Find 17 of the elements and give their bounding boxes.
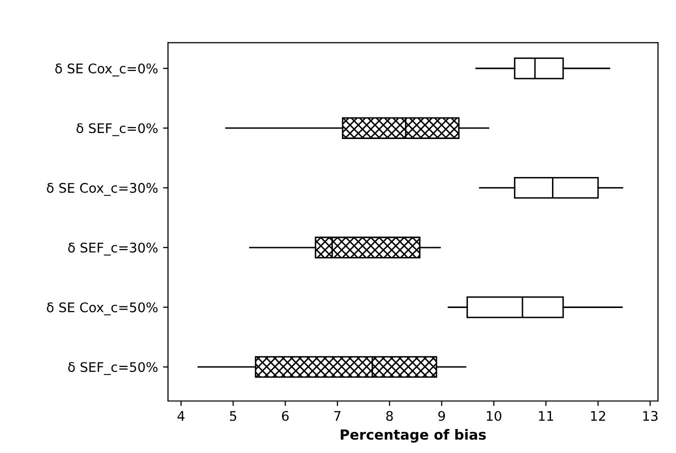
y-tick-label: δ SEF_c=30% [68,242,158,256]
x-tick-label: 13 [643,410,658,421]
y-tick-label: δ SE Cox_c=30% [46,182,158,196]
x-tick-label: 4 [177,411,184,421]
x-tick-label: 5 [230,411,236,421]
y-tick-label: δ SE Cox_c=50% [46,302,158,316]
y-tick-label: δ SEF_c=0% [76,123,158,136]
x-tick-label: 10 [486,410,502,421]
x-tick-label: 8 [386,410,393,421]
x-tick-label: 9 [438,410,445,421]
x-tick-label: 7 [334,411,340,421]
x-axis-title: Percentage of bias [340,429,486,443]
x-tick-label: 12 [591,410,606,421]
y-tick-label: δ SEF_c=50% [68,362,158,375]
x-tick-label: 11 [538,411,554,421]
x-tick-label: 6 [282,410,289,421]
y-tick-label: δ SE Cox_c=0% [55,63,158,76]
